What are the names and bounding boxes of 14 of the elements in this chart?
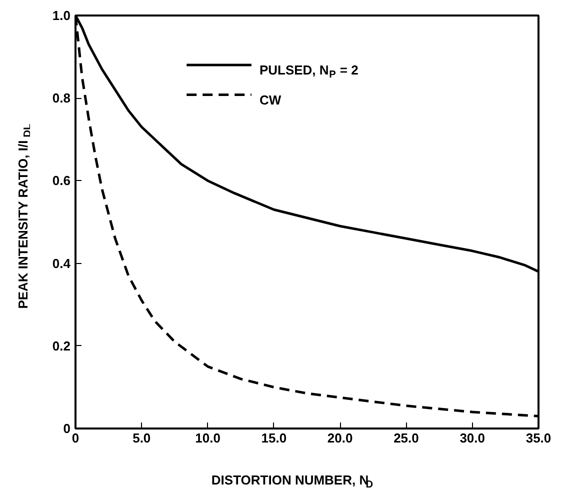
y-tick-label: 0.2 [52,338,71,354]
x-tick-label: 20.0 [327,430,353,446]
x-tick-label: 10.0 [195,430,220,446]
x-tick-label: 35.0 [526,430,552,446]
y-tick-label: 0.8 [52,90,71,106]
x-tick-label: 15.0 [261,430,287,446]
x-tick-label: 5.0 [132,430,151,446]
y-tick-label: 0.4 [52,256,72,271]
x-tick-label: 25.0 [394,430,419,446]
x-tick-label: 30.0 [460,430,486,446]
legend-label: CW [259,92,282,108]
y-tick-label: 0.6 [52,173,71,188]
y-tick-label: 0 [63,421,71,436]
y-tick-label: 1.0 [52,8,71,23]
